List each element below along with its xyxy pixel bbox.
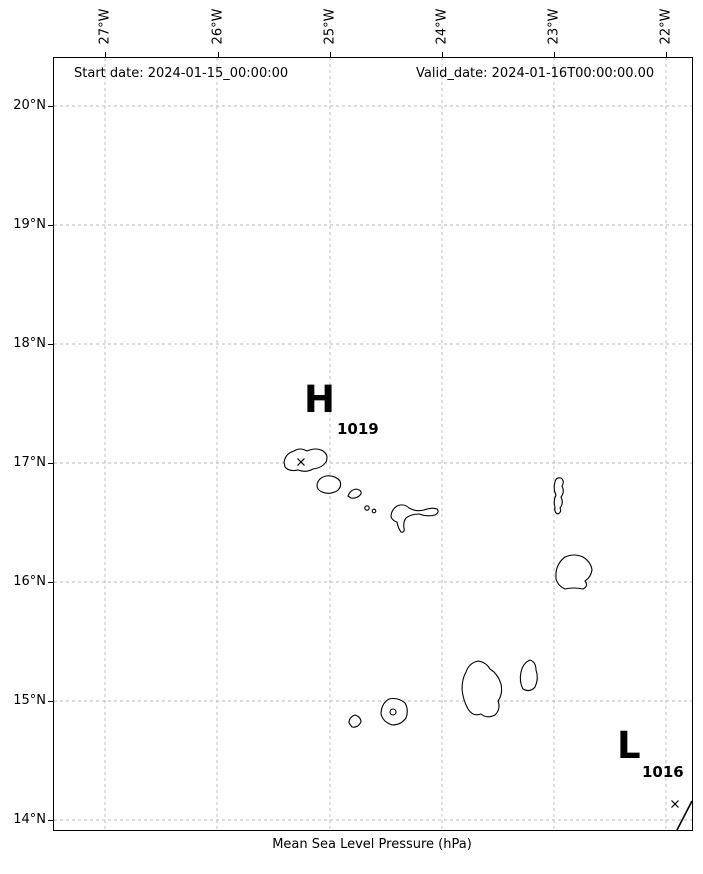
y-tickmark (48, 106, 53, 108)
x-tick-label-text: 26°W (210, 8, 226, 44)
y-tick-label-17n: 17°N (13, 455, 46, 470)
cross-marker-santo-antao (297, 458, 305, 466)
brava-island (348, 714, 362, 728)
x-tickmark (218, 52, 220, 57)
x-axis-title: Mean Sea Level Pressure (hPa) (272, 837, 472, 852)
boa-vista-island (555, 554, 593, 590)
x-tick-label-text: 22°W (658, 8, 674, 44)
isobar-segment-1016 (676, 800, 692, 830)
y-tickmark (48, 820, 53, 822)
high-pressure-symbol: H (304, 378, 335, 421)
valid-date-label: Valid_date: 2024-01-16T00:00:00.00 (416, 66, 655, 81)
maio-island (519, 659, 538, 692)
x-tickmark (330, 52, 332, 57)
x-tickmark (666, 52, 668, 57)
map-markers (297, 458, 692, 830)
fogo-caldera (389, 708, 397, 716)
y-tick-label-14n: 14°N (13, 812, 46, 827)
x-tick-label-23w: 23°W (545, 0, 563, 52)
branco-islet (364, 505, 370, 511)
sal-island (553, 477, 564, 515)
santa-luzia-island (347, 488, 362, 499)
raso-islet (371, 508, 377, 514)
y-tick-label-15n: 15°N (13, 693, 46, 708)
x-tick-label-text: 24°W (434, 8, 450, 44)
coastlines (283, 448, 593, 728)
x-tick-label-22w: 22°W (657, 0, 675, 52)
santo-antao-island (283, 448, 328, 472)
x-tick-label-26w: 26°W (209, 0, 227, 52)
plot-area: Start date: 2024-01-15_00:00:00 Valid_da… (53, 57, 693, 831)
y-tick-label-18n: 18°N (13, 336, 46, 351)
x-tickmark (105, 52, 107, 57)
gridlines (54, 58, 692, 830)
map-canvas (54, 58, 692, 830)
y-tickmark (48, 582, 53, 584)
x-tickmark (442, 52, 444, 57)
low-pressure-symbol: L (617, 724, 641, 767)
x-tick-label-text: 27°W (97, 8, 113, 44)
high-pressure-value: 1019 (337, 420, 379, 438)
y-tickmark (48, 701, 53, 703)
x-tick-label-27w: 27°W (96, 0, 114, 52)
low-pressure-value: 1016 (642, 763, 684, 781)
x-tick-label-25w: 25°W (321, 0, 339, 52)
y-tick-label-20n: 20°N (13, 98, 46, 113)
santiago-island (461, 660, 503, 718)
y-tickmark (48, 225, 53, 227)
x-tickmark (554, 52, 556, 57)
sao-vicente-island (316, 475, 342, 494)
x-tick-label-24w: 24°W (433, 0, 451, 52)
sao-nicolau-island (390, 504, 439, 533)
x-tick-label-text: 23°W (546, 8, 562, 44)
start-date-label: Start date: 2024-01-15_00:00:00 (74, 66, 289, 81)
y-tick-label-19n: 19°N (13, 217, 46, 232)
x-tick-label-text: 25°W (322, 8, 338, 44)
y-tick-label-16n: 16°N (13, 574, 46, 589)
cross-marker-southeast (671, 800, 679, 808)
y-tickmark (48, 344, 53, 346)
y-tickmark (48, 463, 53, 465)
